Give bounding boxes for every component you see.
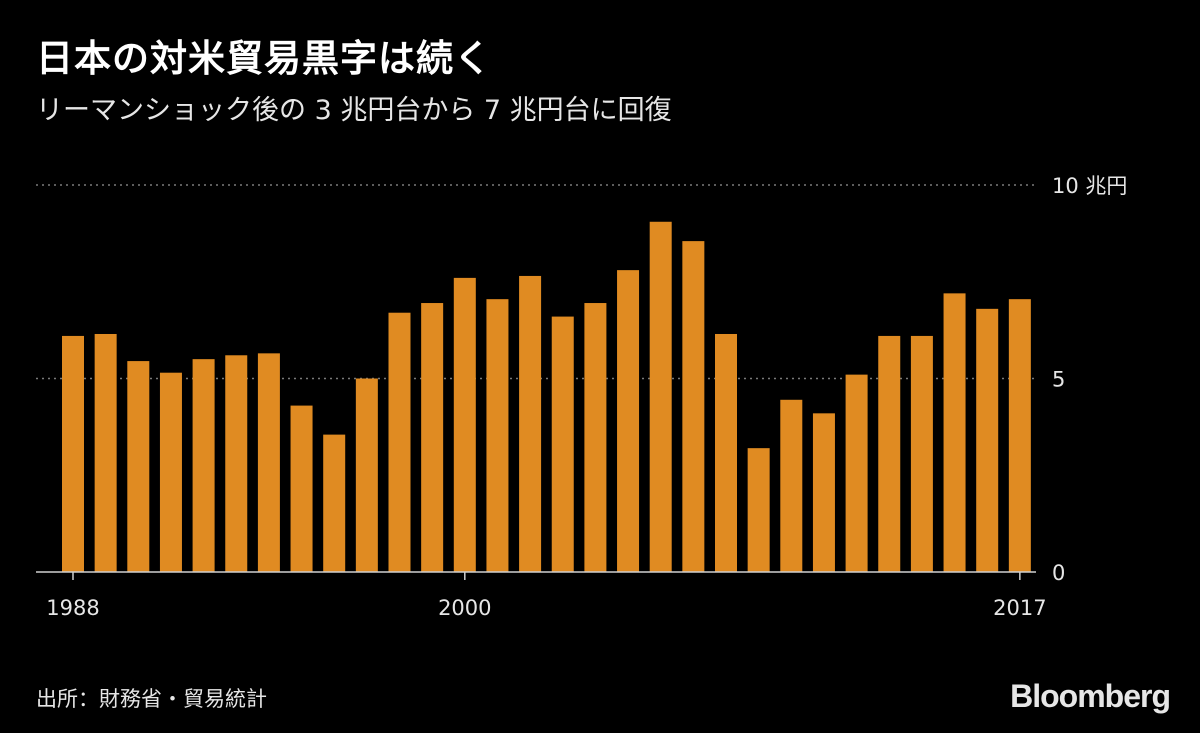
x-tick-label: 2000 [438, 596, 491, 620]
bar-2015 [943, 293, 966, 572]
x-tick-label: 1988 [46, 596, 99, 620]
bar-1997 [355, 378, 378, 572]
bar-2006 [649, 221, 672, 572]
y-tick-label: 0 [1052, 561, 1065, 585]
bar-2016 [976, 308, 999, 572]
bar-1990 [127, 361, 150, 572]
bar-1998 [388, 312, 411, 572]
y-tick-label: 5 [1052, 368, 1065, 392]
bar-2007 [682, 241, 705, 573]
bloomberg-logo: Bloomberg [1010, 678, 1171, 714]
bar-1992 [192, 359, 215, 572]
bar-1991 [159, 372, 182, 572]
source-note: 出所：財務省・貿易統計 [36, 687, 267, 711]
bar-1999 [421, 303, 444, 572]
chart-title: 日本の対米貿易黒字は続く [36, 37, 492, 80]
bar-2012 [845, 374, 868, 572]
bar-2008 [715, 333, 737, 572]
bar-2011 [812, 413, 835, 572]
bar-2003 [551, 316, 574, 572]
bar-2017 [1008, 299, 1031, 572]
bar-2013 [878, 335, 901, 572]
y-tick-label: 10 兆円 [1052, 174, 1127, 198]
bar-2009 [747, 448, 770, 572]
bar-2014 [910, 335, 933, 572]
x-tick-label: 2017 [993, 596, 1046, 620]
bar-2001 [486, 299, 509, 572]
bar-1995 [290, 405, 313, 572]
bar-1993 [225, 355, 248, 572]
chart-subtitle: リーマンショック後の 3 兆円台から 7 兆円台に回復 [36, 95, 672, 126]
bar-2002 [519, 275, 542, 572]
bar-1989 [94, 333, 117, 572]
bar-2005 [617, 270, 640, 572]
bar-1988 [62, 335, 84, 572]
bar-2010 [780, 399, 803, 572]
bar-2000 [453, 277, 476, 572]
bar-2004 [584, 303, 607, 572]
bar-layer [62, 221, 1031, 573]
bar-1994 [257, 353, 280, 572]
axis-layer: 10 兆円 5 0 1988 2000 2017 [36, 174, 1127, 620]
bar-1996 [323, 434, 346, 572]
